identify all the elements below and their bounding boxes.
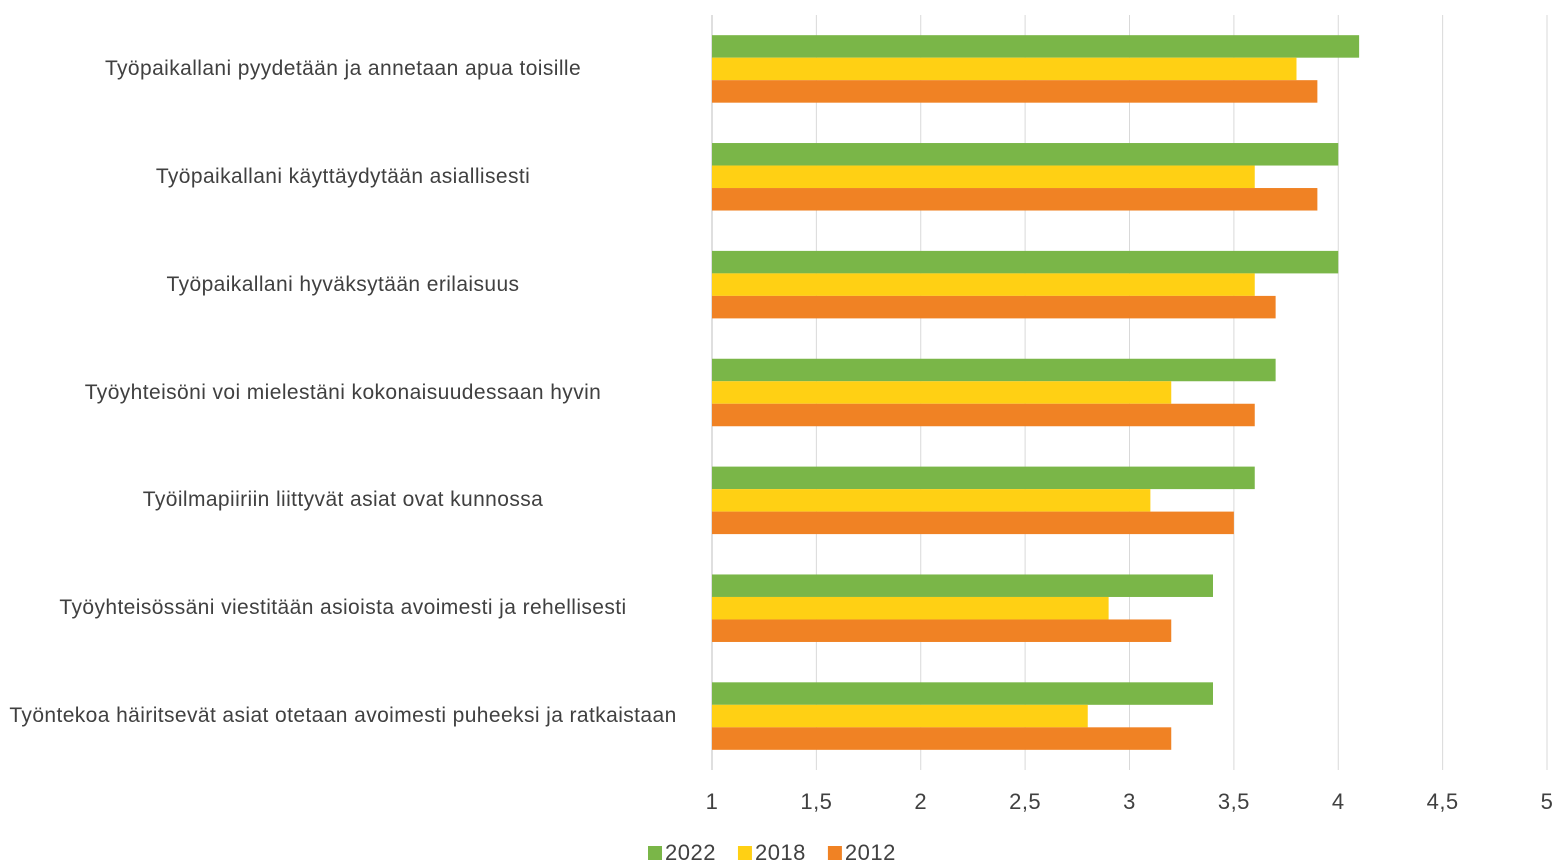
bar — [712, 273, 1255, 296]
bar — [712, 165, 1255, 189]
bar — [712, 489, 1151, 512]
bar — [712, 403, 1255, 427]
x-tick-label: 2 — [914, 789, 927, 814]
y-tick-label: Työpaikallani hyväksytään erilaisuus — [166, 272, 520, 296]
bar — [712, 727, 1172, 750]
bar — [712, 80, 1318, 103]
bar — [712, 596, 1109, 620]
y-tick-label: Työilmapiiriin liittyvät asiat ovat kunn… — [142, 488, 544, 512]
bar — [712, 358, 1276, 382]
y-tick-label: Työyhteisöni voi mielestäni kokonaisuude… — [84, 380, 602, 404]
x-tick-label: 4 — [1332, 789, 1345, 814]
x-tick-label: 4,5 — [1427, 789, 1459, 814]
bar — [712, 619, 1172, 642]
bar — [712, 704, 1088, 728]
bar — [712, 295, 1276, 319]
x-tick-label: 3 — [1123, 789, 1136, 814]
legend-label: 2012 — [845, 840, 896, 865]
y-tick-label: Työyhteisössäni viestitään asioista avoi… — [59, 596, 627, 620]
legend-label: 2022 — [665, 840, 716, 865]
bar — [712, 250, 1339, 274]
legend-swatch — [827, 846, 842, 860]
bar — [712, 57, 1297, 81]
bar — [712, 35, 1360, 58]
x-tick-label: 5 — [1541, 789, 1554, 814]
bar — [712, 466, 1255, 490]
x-tick-label: 2,5 — [1009, 789, 1041, 814]
legend-swatch — [648, 846, 662, 860]
x-tick-label: 1,5 — [800, 789, 832, 814]
bar — [712, 682, 1213, 705]
bar — [712, 381, 1172, 404]
bar — [712, 511, 1234, 535]
bar — [712, 188, 1318, 211]
y-tick-label: Työpaikallani pyydetään ja annetaan apua… — [104, 56, 582, 80]
bar — [712, 143, 1339, 166]
legend-label: 2018 — [755, 840, 806, 865]
legend-swatch — [737, 846, 752, 860]
y-tick-label: Työntekoa häiritsevät asiat otetaan avoi… — [9, 704, 677, 728]
y-tick-label: Työpaikallani käyttäydytään asiallisesti — [155, 164, 531, 188]
x-tick-label: 1 — [706, 789, 719, 814]
bar — [712, 574, 1213, 597]
x-tick-label: 3,5 — [1218, 789, 1250, 814]
